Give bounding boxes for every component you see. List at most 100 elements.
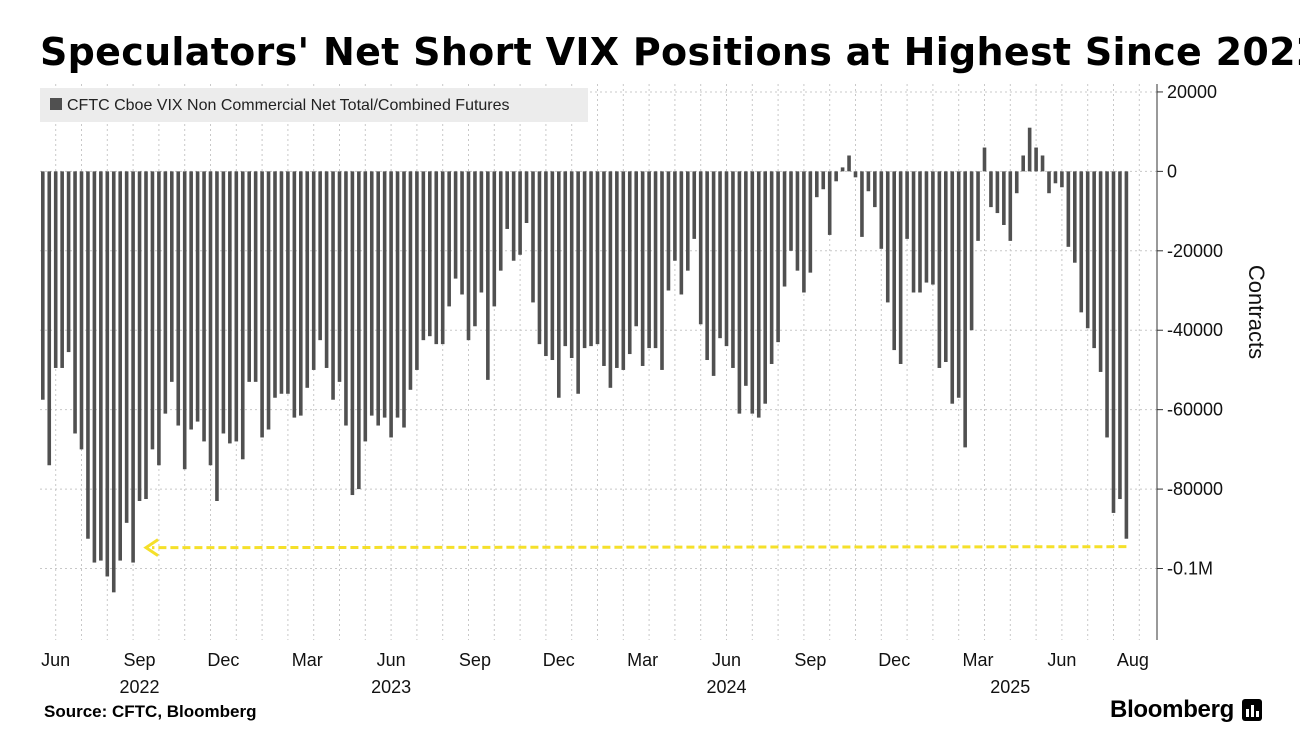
bar — [860, 171, 864, 237]
bar — [1066, 171, 1071, 247]
bar — [576, 171, 580, 394]
y-tick-label: -0.1M — [1167, 559, 1213, 579]
arrow-head — [143, 538, 159, 557]
bar — [473, 171, 477, 327]
bar — [602, 171, 606, 366]
brand-wordmark: Bloomberg — [1110, 696, 1234, 723]
bar — [918, 171, 922, 293]
bar — [789, 171, 793, 251]
bar-series — [41, 127, 1129, 593]
bar — [1079, 171, 1084, 313]
bar — [853, 171, 858, 178]
arrow-line — [151, 545, 1127, 550]
bar — [60, 171, 64, 368]
bar — [253, 171, 258, 382]
bar — [41, 171, 45, 400]
bar — [995, 171, 1000, 214]
bar — [202, 171, 206, 442]
source-note: Source: CFTC, Bloomberg — [44, 702, 257, 721]
bar — [163, 171, 168, 414]
bar — [305, 171, 310, 388]
bar — [266, 171, 271, 430]
bar — [769, 171, 774, 364]
bar — [402, 171, 406, 428]
bar — [189, 171, 193, 430]
bar — [705, 171, 709, 361]
bar — [395, 171, 400, 418]
x-tick-label: Mar — [627, 650, 658, 670]
y-tick-label: -40000 — [1167, 320, 1223, 340]
bar — [1027, 127, 1032, 172]
bar — [382, 171, 387, 418]
x-year-label: 2024 — [706, 677, 746, 697]
bar — [492, 171, 497, 307]
bar — [892, 171, 896, 351]
bar — [1073, 171, 1077, 263]
bar — [563, 171, 568, 347]
bar — [1060, 171, 1064, 188]
bar — [466, 171, 471, 341]
bar — [150, 171, 155, 450]
bar — [228, 171, 232, 444]
bar — [634, 171, 638, 327]
bar — [1105, 171, 1109, 438]
bar — [686, 171, 690, 271]
bar — [240, 171, 245, 460]
bar — [937, 171, 942, 368]
bar — [92, 171, 97, 563]
x-tick-label: Mar — [292, 650, 323, 670]
bar — [111, 171, 116, 593]
bar — [331, 171, 335, 400]
bar — [124, 171, 129, 523]
bar — [776, 171, 780, 343]
bar — [105, 171, 110, 577]
bar — [866, 171, 871, 192]
bar — [1047, 171, 1051, 194]
x-year-label: 2022 — [120, 677, 160, 697]
bar — [944, 171, 948, 362]
y-tick-label: 20000 — [1167, 82, 1217, 102]
bar — [428, 171, 432, 337]
bar — [898, 171, 903, 364]
bar — [376, 171, 380, 426]
bloomberg-terminal-icon — [1242, 699, 1262, 721]
bar — [679, 171, 684, 295]
bar — [460, 171, 464, 295]
bar — [756, 171, 761, 418]
bar — [273, 171, 277, 398]
bar — [286, 171, 290, 394]
bar — [989, 171, 993, 208]
bar — [363, 171, 368, 442]
bar — [157, 171, 161, 466]
bar — [350, 171, 355, 496]
bar — [99, 171, 103, 561]
bar — [653, 171, 658, 349]
x-year-label: 2023 — [371, 677, 411, 697]
bar — [498, 171, 503, 271]
x-tick-label: Dec — [207, 650, 239, 670]
bar — [666, 171, 671, 291]
x-tick-label: Jun — [41, 650, 70, 670]
grid-lines — [40, 84, 1157, 640]
bar — [885, 171, 890, 303]
bar — [408, 171, 413, 390]
bloomberg-logo: Bloomberg — [1110, 696, 1262, 724]
x-tick-label: Aug — [1117, 650, 1149, 670]
bar — [337, 171, 342, 382]
bar — [318, 171, 322, 341]
bar — [66, 171, 71, 353]
bar — [324, 171, 329, 368]
bar — [724, 171, 729, 347]
bar — [589, 171, 593, 347]
bar — [595, 171, 600, 345]
bar — [731, 171, 735, 368]
bar — [956, 171, 961, 398]
bar — [118, 171, 122, 561]
bar — [982, 147, 987, 172]
x-tick-label: Sep — [124, 650, 156, 670]
bar — [847, 155, 851, 172]
bar — [86, 171, 90, 539]
x-year-label: 2025 — [990, 677, 1030, 697]
bar — [279, 171, 284, 394]
bar — [215, 171, 219, 501]
